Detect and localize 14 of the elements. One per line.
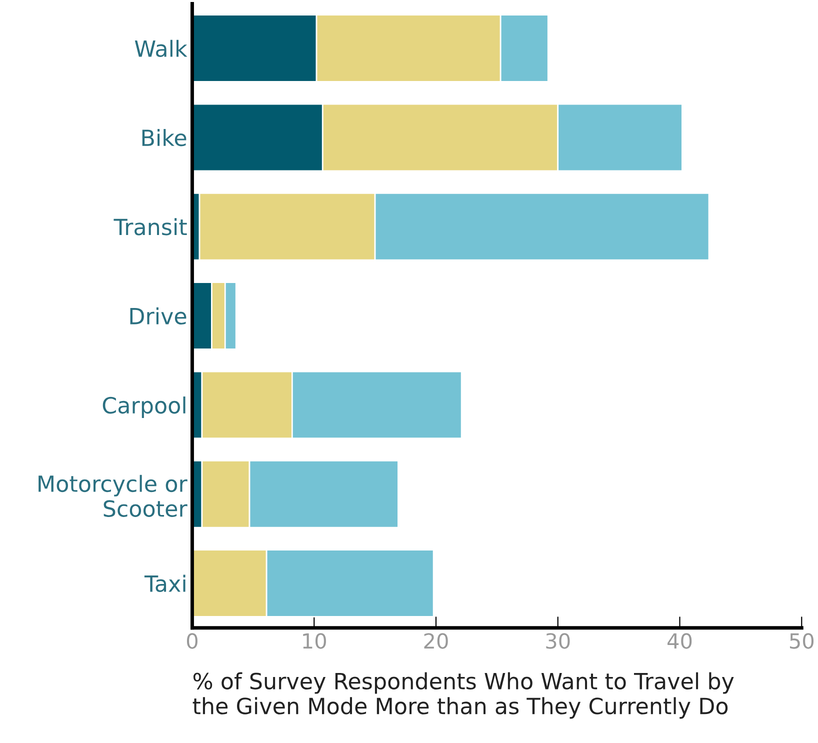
y-tick-label: Walk — [134, 40, 188, 58]
y-tick-label: Bike — [142, 129, 186, 146]
x-tick-label: 50 — [790, 633, 814, 649]
x-tick-label: 10 — [303, 633, 326, 649]
y-tick-label: Carpool — [102, 396, 186, 418]
y-tick-label: Drive — [130, 307, 186, 325]
x-tick-label: 0 — [186, 633, 198, 649]
y-tick-label: Transit — [114, 218, 187, 236]
x-axis-title: % of Survey Respondents Who Want to Travel by the Given Mode More than as They Currently Do — [192, 672, 734, 719]
x-tick-label: 40 — [668, 633, 692, 649]
y-tick-label: Taxi — [144, 574, 186, 592]
x-tick-label: 30 — [546, 633, 570, 649]
x-tick-label: 20 — [424, 633, 448, 649]
y-tick-label: Motorcycle or Scooter — [38, 474, 188, 517]
